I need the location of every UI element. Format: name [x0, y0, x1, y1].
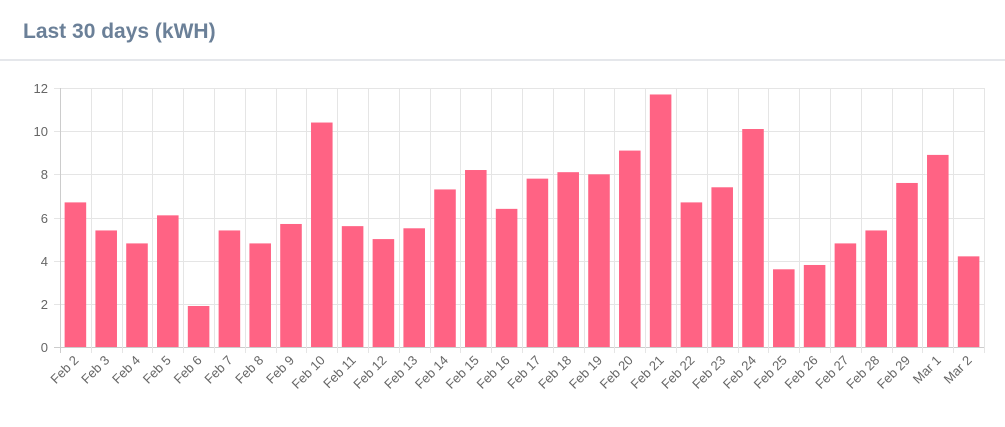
- bar: [619, 150, 641, 347]
- x-tick-label: Feb 3: [78, 353, 112, 387]
- x-tick-label: Feb 22: [658, 353, 697, 392]
- bar: [157, 215, 179, 347]
- x-tick-label: Feb 11: [320, 353, 359, 392]
- x-tick-label: Feb 28: [843, 353, 882, 392]
- y-tick-label: 12: [34, 81, 48, 96]
- x-tick-label: Feb 13: [381, 353, 420, 392]
- bar: [588, 174, 610, 347]
- y-tick-label: 10: [34, 124, 48, 139]
- bar: [495, 208, 518, 347]
- bar: [742, 129, 764, 347]
- bar: [803, 264, 826, 347]
- x-tick-label: Feb 6: [171, 353, 205, 387]
- x-tick-label: Mar 2: [941, 353, 975, 387]
- x-tick-label: Feb 25: [751, 353, 790, 392]
- x-tick-label: Feb 12: [350, 353, 389, 392]
- bar: [249, 243, 271, 347]
- y-tick-label: 2: [41, 297, 48, 312]
- y-tick-label: 8: [41, 167, 48, 182]
- y-tick-label: 6: [41, 211, 48, 226]
- x-tick-label: Feb 4: [109, 353, 143, 387]
- x-tick-label: Feb 27: [812, 353, 851, 392]
- chart-title: Last 30 days (kWH): [23, 20, 216, 43]
- x-tick-label: Feb 23: [689, 353, 728, 392]
- bar: [896, 182, 918, 347]
- x-tick-label: Feb 17: [504, 353, 543, 392]
- x-tick-label: Feb 24: [720, 353, 759, 392]
- x-tick-label: Feb 5: [140, 353, 174, 387]
- bar: [126, 243, 148, 347]
- x-tick-label: Feb 10: [289, 353, 328, 392]
- bar: [557, 172, 579, 347]
- bar: [927, 154, 949, 347]
- x-tick-label: Feb 8: [232, 353, 266, 387]
- bar: [64, 202, 87, 347]
- x-tick-label: Feb 20: [597, 353, 636, 392]
- card-header: Last 30 days (kWH): [0, 0, 1005, 61]
- bar: [403, 228, 425, 347]
- x-tick-label: Feb 14: [412, 353, 451, 392]
- x-tick-label: Feb 19: [566, 353, 605, 392]
- x-tick-label: Feb 29: [874, 353, 913, 392]
- y-tick-label: 4: [41, 254, 48, 269]
- bar: [526, 178, 549, 347]
- bar: [187, 305, 210, 347]
- x-tick-label: Feb 26: [781, 353, 820, 392]
- x-tick-label: Feb 15: [443, 353, 482, 392]
- bar: [773, 269, 795, 347]
- bar: [280, 223, 302, 347]
- x-tick-label: Feb 7: [201, 353, 235, 387]
- bar: [649, 94, 672, 347]
- bar: [218, 230, 241, 347]
- bar: [341, 226, 364, 347]
- x-tick-label: Feb 21: [627, 353, 666, 392]
- bar: [680, 202, 703, 347]
- x-tick-label: Feb 18: [535, 353, 574, 392]
- bar: [957, 256, 980, 347]
- bar: [311, 122, 333, 348]
- bar: [465, 170, 487, 347]
- bar: [372, 239, 395, 347]
- bar: [834, 243, 857, 347]
- x-tick-label: Mar 1: [910, 353, 944, 387]
- bar: [95, 230, 117, 347]
- x-tick-label: Feb 16: [473, 353, 512, 392]
- bar: [434, 189, 456, 347]
- x-tick-label: Feb 2: [47, 353, 81, 387]
- bar: [711, 187, 733, 347]
- y-tick-label: 0: [41, 340, 48, 355]
- bar: [865, 230, 887, 347]
